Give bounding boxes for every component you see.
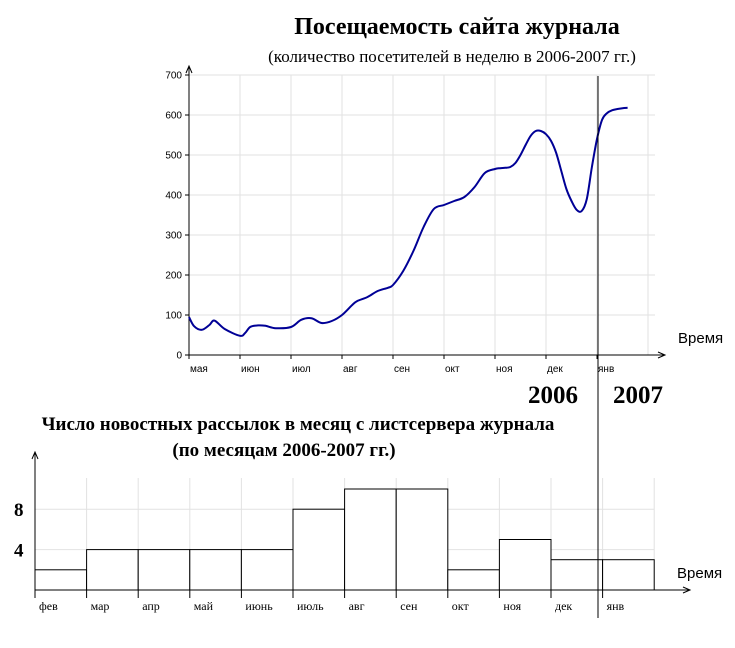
bottom-chart-title: Число новостных рассылок в месяц с листс… (42, 414, 555, 435)
bottom-x-tick-label: ноя (503, 599, 521, 613)
bar-мар (86, 549, 139, 591)
top-y-tick-label: 400 (165, 191, 182, 202)
bottom-x-ticks: фев мар апр май июнь июль авг сен окт ноя дек янв (34, 590, 625, 613)
top-x-arrow (657, 351, 667, 359)
top-y-arrow (185, 64, 193, 74)
bottom-x-tick-label: дек (555, 599, 572, 613)
bottom-y-tick-label: 4 (14, 541, 24, 562)
top-x-tick-label: июн (241, 364, 260, 375)
top-x-tick-label: ноя (496, 364, 513, 375)
top-chart-subtitle: (количество посетителей в неделю в 2006-… (268, 47, 636, 66)
bottom-y-ticks: 48 (14, 500, 24, 561)
bottom-x-tick-label: фев (39, 599, 58, 613)
bottom-x-arrow (682, 586, 692, 594)
top-x-tick-label: янв (598, 364, 614, 375)
top-axes (185, 64, 667, 359)
top-y-tick-label: 600 (165, 111, 182, 122)
bottom-axes (31, 450, 692, 594)
top-chart-title: Посещаемость сайта журнала (294, 14, 619, 40)
newsletter-bar-chart: Число новостных рассылок в месяц с листс… (14, 414, 722, 613)
bottom-x-tick-label: авг (349, 599, 365, 613)
bottom-y-tick-label: 8 (14, 500, 24, 521)
bar-апр (137, 549, 191, 591)
bar-июль (292, 508, 346, 591)
bottom-x-tick-label: мар (91, 599, 110, 613)
bottom-x-tick-label: май (194, 599, 214, 613)
bottom-x-tick-label: окт (452, 599, 470, 613)
bottom-chart-subtitle: (по месяцам 2006-2007 гг.) (172, 440, 395, 461)
bar-фев (34, 569, 88, 591)
top-y-tick-label: 300 (165, 231, 182, 242)
visitor-line-chart: Посещаемость сайта журнала (количество п… (165, 14, 723, 375)
bottom-x-axis-label: Время (677, 565, 722, 582)
top-y-tick-label: 500 (165, 151, 182, 162)
top-y-tick-label: 200 (165, 271, 182, 282)
top-x-tick-label: июл (292, 364, 311, 375)
bar-окт (447, 569, 500, 591)
year-2007-label: 2007 (613, 382, 663, 409)
bar-июнь (240, 549, 294, 591)
bar-май (189, 549, 242, 591)
bar-дек (550, 559, 604, 591)
bottom-bars (34, 488, 655, 591)
top-x-tick-label: окт (445, 364, 460, 375)
bottom-y-arrow (31, 450, 39, 460)
top-x-tick-label: авг (343, 364, 358, 375)
bar-авг (344, 488, 397, 591)
top-x-tick-label: сен (394, 364, 410, 375)
top-y-tick-label: 0 (176, 351, 182, 362)
bar-ноя (498, 539, 552, 591)
top-y-tick-label: 700 (165, 71, 182, 82)
bar-янв (602, 559, 655, 591)
bottom-x-tick-label: апр (142, 599, 160, 613)
bottom-x-tick-label: июль (297, 599, 324, 613)
top-y-tick-label: 100 (165, 311, 182, 322)
top-y-ticks: 0 100 200 300 400 500 600 700 (165, 71, 189, 362)
top-x-tick-label: дек (547, 364, 563, 375)
top-x-ticks: мая июн июл авг сен окт ноя дек янв (188, 355, 614, 375)
series-line (188, 106, 628, 337)
top-x-axis-label: Время (678, 330, 723, 347)
bar-сен (395, 488, 449, 591)
year-2006-label: 2006 (528, 382, 578, 409)
bottom-x-tick-label: июнь (245, 599, 273, 613)
top-x-tick-label: мая (190, 364, 208, 375)
top-grid (189, 74, 655, 355)
bottom-x-tick-label: янв (607, 599, 625, 613)
bottom-x-tick-label: сен (400, 599, 418, 613)
